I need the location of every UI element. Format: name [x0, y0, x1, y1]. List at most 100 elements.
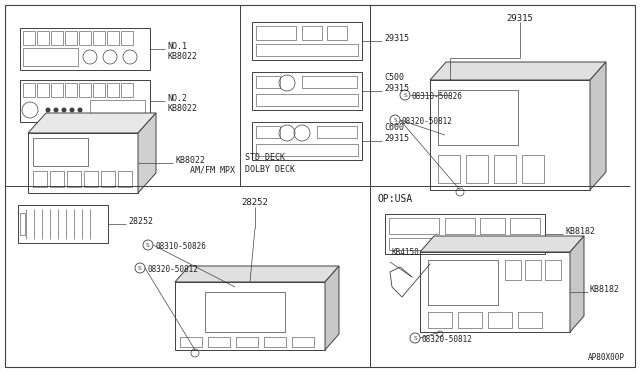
Bar: [438, 155, 460, 183]
Bar: [522, 155, 544, 183]
Bar: [23, 31, 35, 45]
Text: KB4150: KB4150: [392, 248, 420, 257]
Text: S: S: [413, 336, 417, 340]
Bar: [256, 44, 358, 56]
Polygon shape: [420, 236, 584, 252]
Bar: [205, 292, 285, 332]
Bar: [208, 337, 230, 347]
Bar: [480, 218, 505, 234]
Text: AM/FM MPX: AM/FM MPX: [190, 165, 235, 174]
Bar: [50, 171, 64, 187]
Text: C600
29315: C600 29315: [384, 123, 409, 143]
Bar: [236, 337, 258, 347]
Bar: [264, 337, 286, 347]
Bar: [445, 218, 475, 234]
Bar: [84, 171, 98, 187]
Bar: [256, 126, 280, 138]
Bar: [428, 312, 452, 328]
Bar: [51, 83, 63, 97]
Bar: [525, 260, 541, 280]
Text: 08310-50826: 08310-50826: [412, 92, 463, 101]
Bar: [79, 31, 91, 45]
Polygon shape: [28, 113, 156, 133]
Text: KB8022: KB8022: [175, 155, 205, 164]
Bar: [252, 72, 362, 110]
Polygon shape: [570, 236, 584, 332]
Text: 29315: 29315: [507, 14, 533, 23]
Bar: [256, 94, 358, 106]
Text: KB8182: KB8182: [565, 227, 595, 235]
Text: S: S: [146, 243, 150, 247]
Text: S: S: [393, 118, 397, 122]
Bar: [23, 48, 78, 66]
Bar: [430, 80, 590, 190]
Circle shape: [54, 108, 58, 112]
Circle shape: [77, 108, 83, 112]
Text: DOLBY DECK: DOLBY DECK: [245, 165, 295, 174]
Bar: [37, 83, 49, 97]
Bar: [545, 260, 561, 280]
Bar: [107, 83, 119, 97]
Bar: [256, 76, 280, 88]
Bar: [33, 138, 88, 166]
Bar: [420, 252, 570, 332]
Bar: [428, 260, 498, 305]
Circle shape: [61, 108, 67, 112]
Bar: [389, 238, 541, 250]
Bar: [67, 171, 81, 187]
Bar: [317, 126, 357, 138]
Bar: [252, 122, 362, 160]
Text: STD DECK: STD DECK: [245, 153, 285, 162]
Text: C500
29315: C500 29315: [384, 73, 409, 93]
Bar: [121, 83, 133, 97]
Bar: [180, 337, 202, 347]
Bar: [327, 26, 347, 40]
Bar: [33, 171, 47, 187]
Polygon shape: [175, 266, 339, 282]
Text: S: S: [403, 93, 407, 97]
Text: 28252: 28252: [241, 198, 268, 207]
Text: OP:USA: OP:USA: [378, 194, 413, 204]
Bar: [385, 214, 545, 254]
Bar: [256, 26, 296, 40]
Text: NO.2
KB8022: NO.2 KB8022: [167, 94, 197, 113]
Bar: [389, 218, 439, 234]
Bar: [494, 155, 516, 183]
Polygon shape: [325, 266, 339, 350]
Polygon shape: [138, 113, 156, 193]
Text: S: S: [138, 266, 142, 270]
Bar: [518, 312, 542, 328]
Bar: [51, 31, 63, 45]
Text: 08320-50812: 08320-50812: [422, 335, 473, 344]
Bar: [20, 28, 150, 70]
Text: 28252: 28252: [128, 217, 153, 225]
Bar: [28, 133, 138, 193]
Bar: [93, 31, 105, 45]
Bar: [18, 205, 108, 243]
Bar: [256, 144, 358, 156]
Text: KB8182: KB8182: [590, 285, 620, 294]
Bar: [175, 282, 325, 350]
Bar: [510, 218, 540, 234]
Bar: [302, 76, 357, 88]
Bar: [37, 31, 49, 45]
Bar: [488, 312, 512, 328]
Bar: [302, 26, 322, 40]
Bar: [505, 260, 521, 280]
Polygon shape: [430, 62, 606, 80]
Bar: [292, 337, 314, 347]
Bar: [65, 31, 77, 45]
Circle shape: [45, 108, 51, 112]
Bar: [107, 31, 119, 45]
Polygon shape: [590, 62, 606, 190]
Text: 08310-50826: 08310-50826: [155, 242, 206, 251]
Bar: [458, 312, 482, 328]
Bar: [101, 171, 115, 187]
Bar: [20, 80, 150, 122]
Bar: [252, 22, 362, 60]
Bar: [90, 100, 145, 118]
Bar: [20, 213, 25, 235]
Bar: [121, 31, 133, 45]
Bar: [438, 90, 518, 145]
Circle shape: [70, 108, 74, 112]
